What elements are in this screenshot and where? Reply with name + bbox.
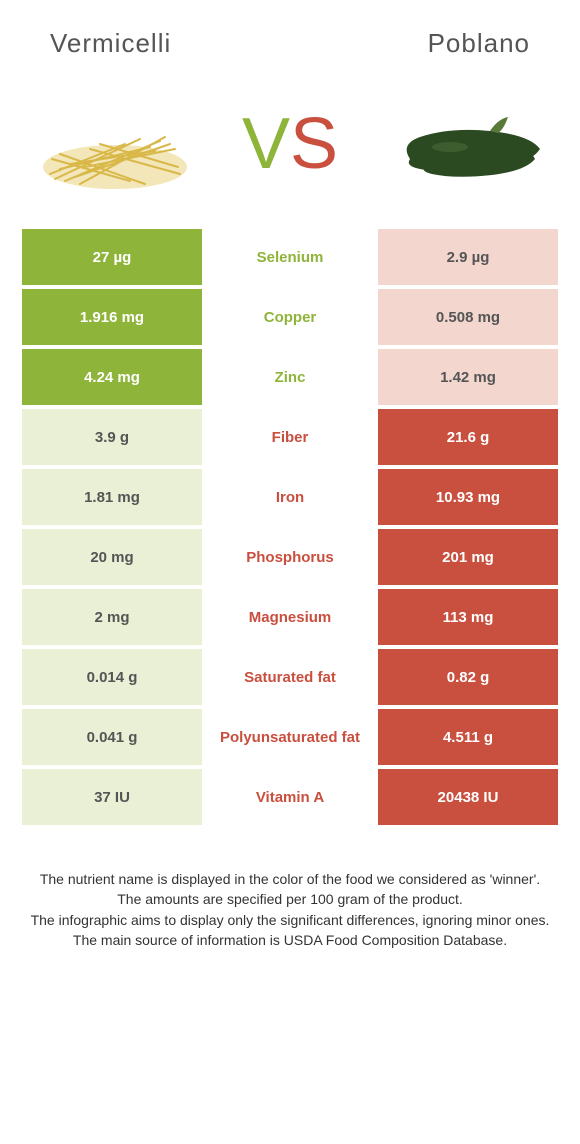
value-left: 0.014 g xyxy=(22,649,202,705)
header: Vermicelli Poblano xyxy=(0,0,580,69)
vs-v: V xyxy=(242,103,290,185)
nutrient-label: Copper xyxy=(202,289,378,345)
nutrient-label: Zinc xyxy=(202,349,378,405)
value-right: 20438 IU xyxy=(378,769,558,825)
nutrient-label: Magnesium xyxy=(202,589,378,645)
table-row: 1.81 mgIron10.93 mg xyxy=(22,469,558,525)
comparison-table: 27 µgSelenium2.9 µg1.916 mgCopper0.508 m… xyxy=(0,229,580,829)
value-right: 10.93 mg xyxy=(378,469,558,525)
table-row: 1.916 mgCopper0.508 mg xyxy=(22,289,558,345)
value-left: 1.81 mg xyxy=(22,469,202,525)
vs-s: S xyxy=(290,103,338,185)
value-left: 3.9 g xyxy=(22,409,202,465)
value-right: 0.508 mg xyxy=(378,289,558,345)
value-left: 4.24 mg xyxy=(22,349,202,405)
footer-line: The main source of information is USDA F… xyxy=(22,930,558,950)
table-row: 2 mgMagnesium113 mg xyxy=(22,589,558,645)
table-row: 37 IUVitamin A20438 IU xyxy=(22,769,558,825)
footer-line: The infographic aims to display only the… xyxy=(22,910,558,930)
nutrient-label: Fiber xyxy=(202,409,378,465)
hero-row: VS xyxy=(0,69,580,229)
value-left: 1.916 mg xyxy=(22,289,202,345)
nutrient-label: Saturated fat xyxy=(202,649,378,705)
nutrient-label: Iron xyxy=(202,469,378,525)
table-row: 4.24 mgZinc1.42 mg xyxy=(22,349,558,405)
value-right: 4.511 g xyxy=(378,709,558,765)
poblano-image xyxy=(380,89,550,199)
value-left: 27 µg xyxy=(22,229,202,285)
vs-label: VS xyxy=(242,103,338,185)
value-left: 0.041 g xyxy=(22,709,202,765)
value-right: 21.6 g xyxy=(378,409,558,465)
poblano-icon xyxy=(380,89,550,199)
nutrient-label: Selenium xyxy=(202,229,378,285)
value-left: 37 IU xyxy=(22,769,202,825)
table-row: 0.041 gPolyunsaturated fat4.511 g xyxy=(22,709,558,765)
value-right: 1.42 mg xyxy=(378,349,558,405)
value-left: 20 mg xyxy=(22,529,202,585)
infographic-page: Vermicelli Poblano VS xyxy=(0,0,580,1144)
vermicelli-icon xyxy=(30,89,200,199)
nutrient-label: Phosphorus xyxy=(202,529,378,585)
table-row: 0.014 gSaturated fat0.82 g xyxy=(22,649,558,705)
value-right: 0.82 g xyxy=(378,649,558,705)
footer-notes: The nutrient name is displayed in the co… xyxy=(0,829,580,950)
food-left-title: Vermicelli xyxy=(50,28,171,59)
table-row: 3.9 gFiber21.6 g xyxy=(22,409,558,465)
vermicelli-image xyxy=(30,89,200,199)
table-row: 20 mgPhosphorus201 mg xyxy=(22,529,558,585)
food-right-title: Poblano xyxy=(428,28,530,59)
value-right: 2.9 µg xyxy=(378,229,558,285)
nutrient-label: Vitamin A xyxy=(202,769,378,825)
value-left: 2 mg xyxy=(22,589,202,645)
value-right: 113 mg xyxy=(378,589,558,645)
nutrient-label: Polyunsaturated fat xyxy=(202,709,378,765)
footer-line: The amounts are specified per 100 gram o… xyxy=(22,889,558,909)
table-row: 27 µgSelenium2.9 µg xyxy=(22,229,558,285)
value-right: 201 mg xyxy=(378,529,558,585)
footer-line: The nutrient name is displayed in the co… xyxy=(22,869,558,889)
